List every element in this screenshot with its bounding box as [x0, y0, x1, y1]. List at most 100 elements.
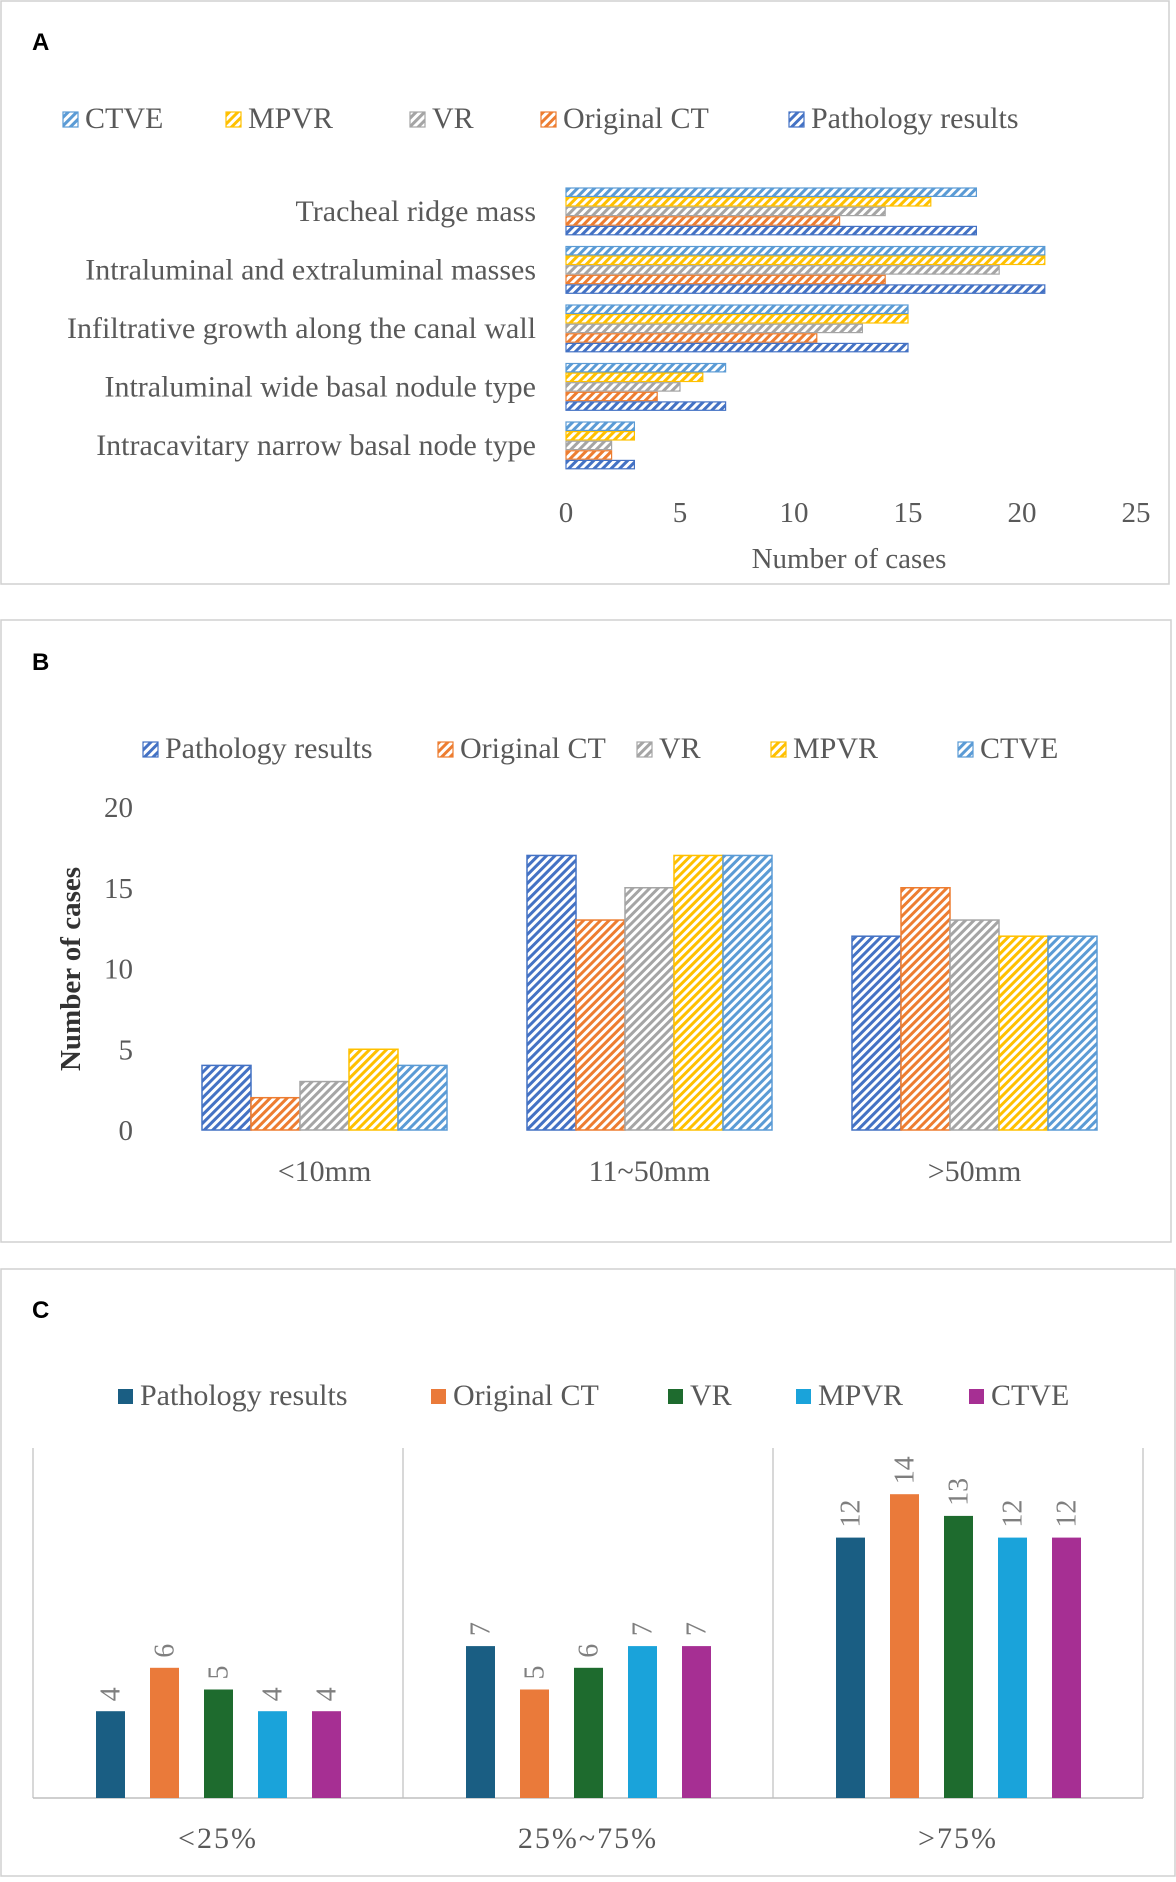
panel-c-bar-original-ct: [890, 1494, 919, 1798]
panel-c-legend: Pathology results Original CT VR MPVR CTVE: [118, 1379, 1069, 1412]
panel-b-bar-vr: [299, 1080, 350, 1131]
panel-c-bar-mpvr: [258, 1711, 287, 1798]
panel-c-bar-vr: [204, 1689, 233, 1798]
panel-a-legend-item-original-ct: Original CT: [563, 102, 709, 135]
panel-c-legend-swatch-pathology-results: [118, 1389, 133, 1404]
panel-a-x-tick: 20: [1008, 497, 1037, 529]
panel-a-bar-original-ct: [565, 333, 818, 343]
panel-c-legend-item-original-ct: Original CT: [453, 1379, 599, 1412]
panel-c-category-label: >75%: [918, 1822, 998, 1855]
panel-a-bar-pathology-results: [565, 225, 977, 236]
panel-b-bars: [201, 854, 1098, 1131]
panel-c-bar-original-ct: [150, 1667, 179, 1798]
panel-b-bar-vr: [949, 919, 1000, 1131]
panel-c-category-label: <25%: [178, 1822, 258, 1855]
panel-b: B Pathology results Original CT VR MPVR CTVE…: [0, 619, 1172, 1243]
panel-b-legend-swatch-mpvr: [770, 741, 787, 758]
panel-a-legend-swatch-ctve: [62, 111, 79, 128]
panel-b-letter: B: [32, 649, 49, 676]
panel-b-bar-original-ct: [250, 1096, 301, 1131]
panel-c-data-label: 5: [520, 1666, 551, 1680]
panel-c-data-label: 6: [150, 1644, 181, 1658]
panel-a-legend: CTVE MPVR VR Original CT Pathology results: [62, 102, 1019, 135]
panel-c-data-label: 5: [204, 1666, 235, 1680]
panel-a-bar-ctve: [565, 421, 636, 431]
panel-c-data-label: 7: [466, 1622, 497, 1636]
panel-c-data-label: 12: [1052, 1500, 1083, 1528]
panel-a-bar-vr: [565, 382, 681, 392]
panel-a-legend-swatch-pathology-results: [788, 111, 805, 128]
panel-a-category-label: Tracheal ridge mass: [296, 195, 537, 228]
panel-b-bar-mpvr: [998, 935, 1049, 1131]
panel-a-bars: [565, 187, 1046, 470]
panel-c-bar-mpvr: [628, 1646, 657, 1798]
panel-b-bar-vr: [624, 887, 675, 1131]
panel-b-category-labels: <10mm 11~50mm >50mm: [278, 1155, 1022, 1188]
panel-a-bar-original-ct: [565, 391, 658, 402]
panel-c-bar-pathology-results: [466, 1646, 495, 1798]
panel-c-legend-swatch-mpvr: [796, 1389, 811, 1404]
panel-b-category-label: 11~50mm: [589, 1155, 711, 1188]
panel-c-data-labels: 4 6 5 4 4 7 5 6 7 7 12 14 13 12 12: [96, 1456, 1083, 1701]
panel-c-data-label: 7: [682, 1622, 713, 1636]
panel-b-legend-item-vr: VR: [659, 732, 701, 765]
panel-c-bar-ctve: [312, 1711, 341, 1798]
panel-a-bar-mpvr: [565, 255, 1046, 266]
panel-a: A CTVE MPVR VR Original CT Pathology results…: [0, 0, 1170, 585]
panel-a-bar-vr: [565, 206, 886, 217]
panel-c-legend-swatch-ctve: [969, 1389, 984, 1404]
panel-b-bar-pathology-results: [851, 935, 902, 1131]
panel-c-data-label: 12: [836, 1500, 867, 1528]
panel-b-y-tick: 5: [119, 1034, 134, 1066]
panel-b-y-tick: 10: [104, 954, 133, 986]
panel-c-bar-ctve: [682, 1646, 711, 1798]
panel-a-bar-mpvr: [565, 314, 909, 324]
panel-a-bar-mpvr: [565, 431, 636, 441]
panel-a-bar-vr: [565, 440, 613, 451]
panel-a-bar-ctve: [565, 187, 977, 197]
panel-a-category-label: Intraluminal and extraluminal masses: [85, 254, 536, 287]
panel-c-category-labels: <25% 25%~75% >75%: [178, 1822, 998, 1855]
panel-b-bar-pathology-results: [201, 1064, 252, 1131]
panel-c-bar-pathology-results: [836, 1537, 865, 1798]
panel-c-data-label: 6: [574, 1644, 605, 1658]
panel-c-legend-swatch-original-ct: [431, 1389, 446, 1404]
panel-a-bar-pathology-results: [565, 401, 727, 411]
panel-b-y-tick: 15: [104, 873, 133, 905]
panel-a-bar-vr: [565, 265, 1000, 275]
panel-b-legend-swatch-vr: [636, 741, 653, 758]
panel-a-bar-pathology-results: [565, 342, 909, 353]
panel-c-data-label: 4: [96, 1687, 127, 1701]
panel-c-legend-item-ctve: CTVE: [991, 1379, 1069, 1412]
panel-b-category-label: <10mm: [278, 1155, 372, 1188]
panel-c-letter: C: [32, 1297, 49, 1324]
panel-a-bar-original-ct: [565, 274, 886, 285]
panel-a-legend-item-ctve: CTVE: [85, 102, 163, 135]
panel-a-x-tick: 15: [894, 497, 923, 529]
panel-b-bar-mpvr: [348, 1048, 399, 1131]
panel-c-data-label: 13: [944, 1478, 975, 1506]
panel-c-bar-ctve: [1052, 1537, 1081, 1798]
panel-c-data-label: 7: [628, 1622, 659, 1636]
panel-a-x-tick: 0: [559, 497, 574, 529]
panel-a-bar-pathology-results: [565, 284, 1046, 294]
panel-b-legend: Pathology results Original CT VR MPVR CTVE: [142, 732, 1058, 765]
panel-c-legend-item-vr: VR: [690, 1379, 732, 1412]
panel-b-bar-original-ct: [575, 919, 626, 1131]
panel-a-x-tick: 10: [780, 497, 809, 529]
panel-a-category-label: Intraluminal wide basal nodule type: [104, 371, 536, 404]
panel-b-bar-ctve: [722, 854, 773, 1131]
panel-b-legend-item-ctve: CTVE: [980, 732, 1058, 765]
panel-a-letter: A: [32, 29, 49, 56]
panel-c-category-label: 25%~75%: [518, 1822, 658, 1855]
panel-a-bar-mpvr: [565, 197, 932, 207]
panel-c-bar-original-ct: [520, 1689, 549, 1798]
panel-a-bar-original-ct: [565, 216, 841, 226]
panel-a-bar-mpvr: [565, 372, 704, 383]
panel-c-legend-item-pathology-results: Pathology results: [140, 1379, 348, 1412]
panel-b-bar-pathology-results: [526, 854, 577, 1131]
panel-a-bar-original-ct: [565, 450, 613, 460]
panel-a-legend-item-pathology-results: Pathology results: [811, 102, 1019, 135]
panel-a-legend-item-mpvr: MPVR: [248, 102, 333, 135]
